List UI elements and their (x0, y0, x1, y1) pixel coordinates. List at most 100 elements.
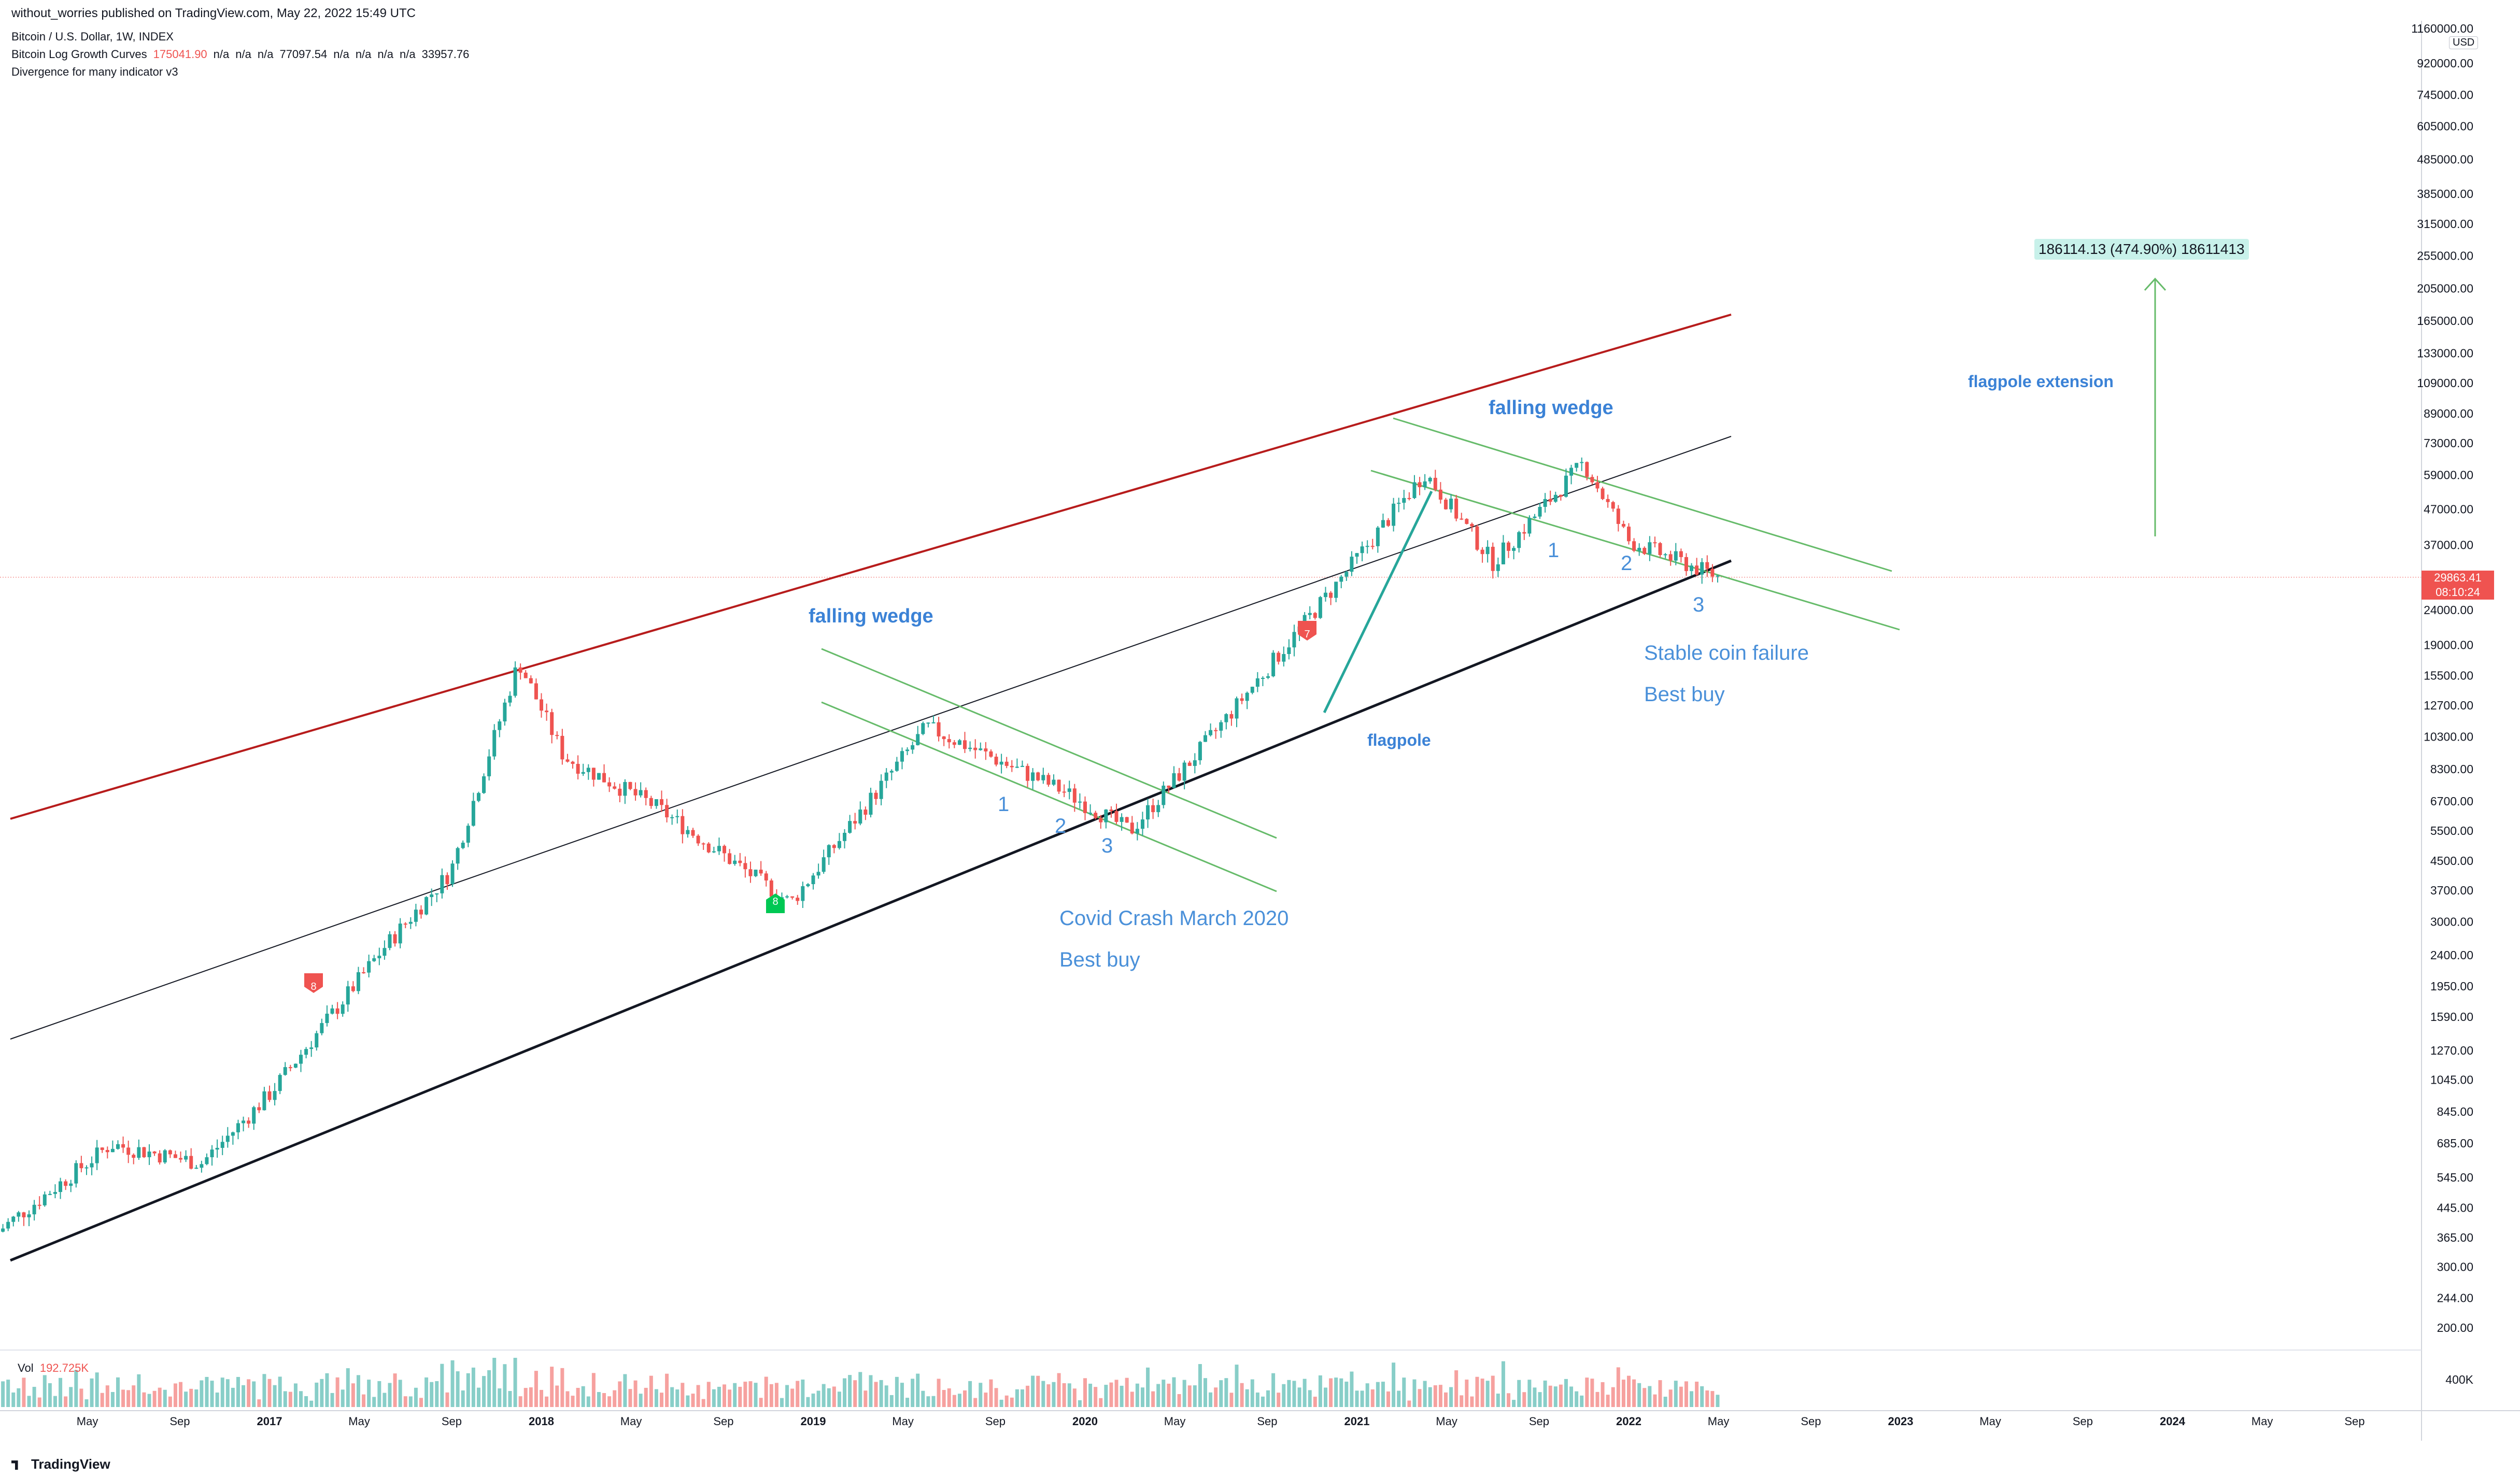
candle-body (1496, 564, 1500, 571)
volume-bar (1386, 1391, 1391, 1407)
annotation-flagpole-extension[interactable]: flagpole extension (1968, 372, 2114, 391)
annotation-flagpole[interactable]: flagpole (1367, 731, 1431, 749)
volume-bar (696, 1385, 700, 1407)
price-tick-label: 845.00 (2437, 1105, 2473, 1118)
candle-body (27, 1214, 31, 1217)
candle-body (1026, 765, 1030, 781)
candle-body (1407, 498, 1411, 499)
candle-body (1606, 499, 1610, 502)
candle-body (1585, 462, 1589, 477)
volume-bar (665, 1373, 669, 1407)
tradingview-brand[interactable]: TradingView (11, 1456, 110, 1472)
wave-label-2[interactable]: 2 (1621, 552, 1633, 575)
time-axis[interactable]: May Sep 2017 May Sep 2018 May Sep 2019 May Sep 2020… (0, 1410, 2520, 1428)
volume-bar (1643, 1388, 1647, 1407)
price-tick-label: 5500.00 (2430, 824, 2473, 837)
volume-bar (654, 1389, 658, 1407)
annotation-covid-crash[interactable]: Covid Crash March 2020 (1059, 907, 1289, 930)
annotation-stable-coin[interactable]: Stable coin failure (1644, 642, 1809, 664)
candle-body (430, 894, 434, 897)
volume-bar (1318, 1375, 1322, 1407)
volume-bar (1313, 1397, 1317, 1407)
volume-bar (173, 1383, 177, 1407)
wave-label-3[interactable]: 3 (1693, 593, 1705, 616)
candle-body (1083, 801, 1087, 813)
candle-body (100, 1147, 104, 1151)
candle-body (1465, 519, 1469, 524)
candle-body (1120, 817, 1124, 822)
volume-bar (408, 1396, 413, 1407)
candle-body (408, 921, 413, 924)
volume-bar (1026, 1385, 1030, 1407)
annotation-best-buy-2022[interactable]: Best buy (1644, 683, 1725, 706)
volume-bar (576, 1388, 580, 1407)
currency-button[interactable]: USD (2449, 36, 2479, 49)
candle-body (822, 857, 826, 872)
volume-bar (498, 1388, 502, 1407)
candle-body (1203, 735, 1207, 742)
candle-body (1637, 548, 1641, 551)
time-tick-label: Sep (2073, 1415, 2093, 1428)
volume-bar (1203, 1378, 1207, 1407)
candle-body (1580, 462, 1584, 463)
candle-body (858, 809, 862, 824)
candle-body (696, 835, 700, 844)
candle-body (1386, 520, 1391, 526)
wave-label-2[interactable]: 2 (1055, 815, 1067, 837)
candle-body (351, 986, 355, 991)
symbol-line[interactable]: Bitcoin / U.S. Dollar, 1W, INDEX (11, 30, 174, 43)
candle-body (1433, 477, 1437, 490)
volume-bar (869, 1375, 873, 1407)
candle-body (1428, 477, 1432, 481)
price-axis[interactable]: 1160000.00 920000.00 745000.00 605000.00 485… (0, 21, 2474, 1441)
volume-bar (1187, 1385, 1192, 1407)
volume-bar (942, 1390, 946, 1407)
candle-body (1004, 761, 1009, 766)
volume-bar (1418, 1389, 1422, 1407)
volume-bar (1172, 1377, 1176, 1407)
candle-body (1094, 813, 1098, 818)
wave-label-1[interactable]: 1 (1548, 539, 1560, 562)
candle-body (1255, 678, 1259, 687)
indicator-value: n/a (213, 48, 230, 61)
volume-bar (581, 1386, 585, 1407)
annotation-falling-wedge-2019[interactable]: falling wedge (809, 605, 933, 627)
volume-bar (1548, 1385, 1552, 1407)
candle-body (1, 1228, 5, 1232)
wave-label-3[interactable]: 3 (1101, 834, 1113, 857)
candle-body (748, 869, 753, 876)
candle-body (1313, 613, 1317, 618)
indicator-log-growth[interactable]: Bitcoin Log Growth Curves 175041.90 n/a n/a… (11, 48, 475, 61)
price-tick-label: 255000.00 (2417, 249, 2473, 262)
candle-body (450, 863, 455, 885)
indicator-value: n/a (257, 48, 274, 61)
candle-body (32, 1204, 36, 1215)
volume-bar (53, 1396, 57, 1407)
candle-body (1575, 463, 1579, 468)
indicator-divergence[interactable]: Divergence for many indicator v3 (11, 65, 178, 78)
candle-body (22, 1212, 26, 1217)
price-tick-label: 6700.00 (2430, 794, 2473, 808)
volume-legend[interactable]: Vol 192.725K (18, 1361, 89, 1375)
candle-body (937, 722, 941, 737)
candle-body (921, 723, 925, 734)
candle-body (126, 1147, 131, 1155)
volume-bar (210, 1381, 214, 1407)
candle-body (591, 768, 596, 780)
candle-body (1198, 742, 1202, 761)
annotation-best-buy-2020[interactable]: Best buy (1059, 948, 1140, 971)
volume-bar (613, 1390, 617, 1407)
volume-bar (895, 1376, 899, 1407)
volume-bar (508, 1391, 512, 1407)
measure-label[interactable]: 186114.13 (474.90%) 18611413 (2034, 239, 2249, 260)
candle-body (1564, 475, 1568, 497)
volume-bar (1177, 1394, 1181, 1407)
annotation-falling-wedge-2021[interactable]: falling wedge (1489, 397, 1613, 419)
wave-label-1[interactable]: 1 (998, 793, 1010, 816)
volume-bar (686, 1395, 690, 1407)
candle-body (691, 830, 695, 836)
candle-body (560, 735, 564, 760)
volume-bar (1130, 1391, 1134, 1407)
volume-bar (236, 1376, 240, 1407)
